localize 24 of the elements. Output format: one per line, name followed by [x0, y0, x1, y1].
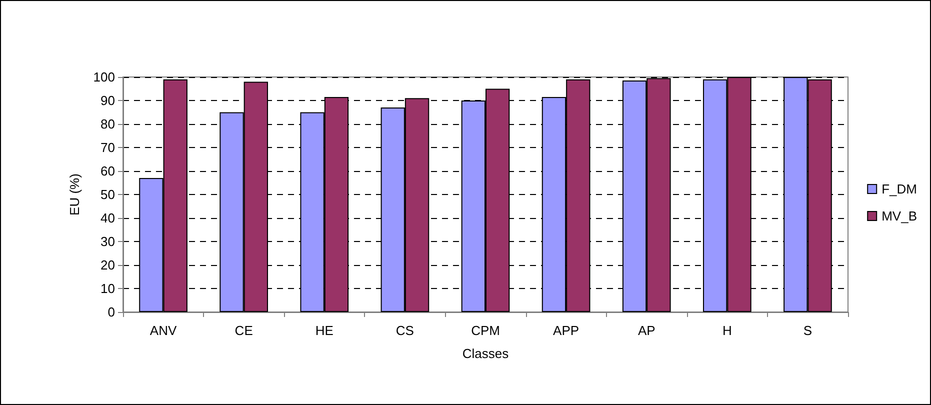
y-tick-label: 70 — [100, 140, 115, 155]
x-tick-label: CE — [234, 323, 254, 338]
y-tick-label: 50 — [100, 187, 115, 202]
legend-label: MV_B — [882, 208, 918, 224]
y-tick-label: 100 — [93, 70, 115, 84]
x-tick-label: S — [803, 323, 812, 338]
x-axis-title: Classes — [462, 346, 510, 361]
y-tick-label: 80 — [100, 116, 115, 132]
y-tick-label: 30 — [100, 234, 115, 249]
x-tick-label: HE — [315, 323, 334, 338]
y-tick-label: 0 — [108, 304, 115, 320]
y-tick-label: 60 — [100, 164, 115, 178]
x-tick-label: CPM — [471, 323, 500, 338]
x-tick-label: ANV — [150, 323, 177, 338]
y-tick-label: 90 — [100, 93, 115, 108]
x-tick-label: AP — [638, 323, 656, 338]
x-tick-label: H — [722, 323, 732, 338]
legend-label: F_DM — [882, 182, 917, 196]
y-axis-title: EU (%) — [67, 174, 82, 216]
x-tick-label: CS — [396, 323, 414, 338]
y-tick-label: 20 — [100, 258, 115, 272]
y-tick-label: 10 — [100, 281, 115, 296]
x-tick-label: APP — [553, 323, 580, 338]
y-tick-label: 40 — [100, 210, 115, 226]
